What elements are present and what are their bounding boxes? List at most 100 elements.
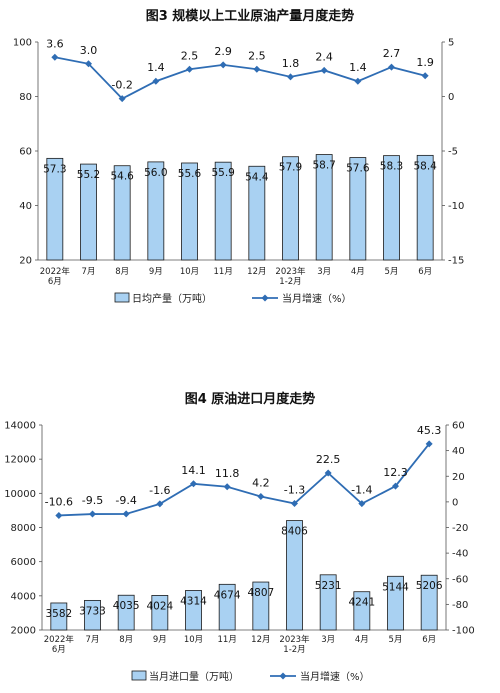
line-value-label: 45.3 — [417, 424, 442, 437]
bar — [214, 161, 232, 261]
bar — [113, 165, 131, 261]
x-tick-label: 3月 — [321, 635, 335, 645]
line-value-label: 1.8 — [282, 57, 300, 70]
bar-value-label: 4024 — [146, 600, 173, 612]
right-tick-label: -100 — [452, 626, 475, 637]
x-tick-label: 9月 — [149, 267, 163, 277]
line-value-label: 3.6 — [46, 37, 64, 50]
right-tick-label: -20 — [452, 523, 468, 534]
line-value-label: 2.9 — [214, 45, 232, 58]
line-value-label: -10.6 — [45, 495, 73, 508]
right-tick-label: -80 — [452, 600, 468, 611]
line-point — [122, 510, 130, 518]
x-tick-label: 5月 — [385, 267, 399, 277]
line-point — [392, 482, 399, 490]
line-value-label: 1.4 — [349, 61, 367, 74]
x-tick-label: 11月 — [214, 267, 233, 277]
bar-value-label: 5206 — [416, 580, 443, 592]
bar — [315, 154, 333, 261]
bar — [147, 161, 165, 261]
right-tick-label: -40 — [452, 549, 468, 560]
bar-value-label: 54.4 — [245, 171, 269, 183]
bar — [420, 574, 438, 631]
bar-value-label: 55.6 — [178, 168, 202, 180]
line-point — [253, 65, 261, 73]
x-tick-label: 10月 — [180, 267, 199, 277]
x-tick-label: 2022年 — [44, 634, 75, 645]
line-point — [287, 73, 294, 81]
bar — [218, 583, 236, 631]
line-value-label: 1.9 — [416, 56, 434, 69]
bar — [387, 575, 404, 631]
right-tick-label: -15 — [448, 256, 464, 267]
x-tick-label: 8月 — [119, 635, 133, 645]
bar-value-label: 58.7 — [312, 160, 335, 172]
line-value-label: 14.1 — [181, 464, 206, 477]
line-value-label: 3.0 — [80, 44, 98, 57]
bar-value-label: 54.6 — [110, 171, 134, 183]
bar-value-label: 4674 — [214, 589, 241, 601]
right-tick-label: -5 — [448, 147, 458, 158]
line-point — [358, 500, 366, 508]
bar — [282, 156, 299, 261]
left-tick-label: 100 — [13, 38, 32, 49]
left-tick-label: 14000 — [4, 421, 36, 432]
bar-value-label: 4314 — [180, 595, 207, 607]
line-point — [219, 61, 227, 69]
bar — [349, 157, 367, 261]
line-point — [118, 95, 126, 103]
line-value-label: 12.3 — [383, 466, 408, 479]
line-point — [388, 63, 395, 71]
x-tick-label: 2023年 — [279, 634, 310, 645]
x-tick-label: 6月 — [422, 635, 436, 645]
x-tick-label: 10月 — [184, 635, 203, 645]
line-value-label: 2.5 — [248, 49, 266, 62]
x-tick-label: 6月 — [418, 267, 432, 277]
line-point — [324, 469, 332, 477]
right-tick-label: 20 — [452, 472, 465, 483]
line-value-label: 11.8 — [215, 467, 240, 480]
bar-value-label: 57.6 — [346, 163, 370, 175]
legend-line-marker — [279, 672, 287, 680]
line-value-label: 22.5 — [316, 453, 341, 466]
bar-value-label: 4035 — [113, 600, 140, 612]
line-point — [425, 440, 433, 448]
line-value-label: -1.4 — [351, 484, 372, 497]
bar — [286, 520, 303, 631]
bar-value-label: 55.9 — [211, 167, 234, 179]
bar-value-label: 5144 — [382, 581, 409, 593]
legend: 日均产量（万吨） 当月增速（%） — [114, 292, 352, 305]
legend-line-label: 当月增速（%） — [300, 670, 370, 683]
bar — [181, 162, 198, 261]
line-point — [320, 66, 328, 74]
x-tick-label: 4月 — [351, 267, 365, 277]
bar-value-label: 55.2 — [77, 169, 100, 181]
line-value-label: -0.2 — [111, 79, 132, 92]
chart-title: 图3 规模以上工业原油产量月度走势 — [146, 8, 355, 24]
bar-value-label: 3582 — [45, 608, 72, 620]
x-tick-label: 6月 — [48, 277, 62, 287]
line-value-label: -1.3 — [284, 484, 305, 497]
left-tick-label: 4000 — [11, 591, 36, 602]
line-value-label: 2.5 — [181, 49, 199, 62]
line-value-label: 2.4 — [315, 50, 333, 63]
chart-crude-oil-imports: 图4 原油进口月度走势 2000 4000 6000 8000 10000 12000 14… — [4, 391, 475, 683]
legend-bar-label: 当月进口量（万吨） — [149, 670, 239, 683]
right-tick-label: 0 — [448, 92, 454, 103]
line-value-label: 4.2 — [252, 476, 270, 489]
chart-title: 图4 原油进口月度走势 — [185, 391, 316, 407]
bar — [383, 155, 400, 261]
line-point — [257, 492, 265, 500]
x-tick-label: 4月 — [355, 635, 369, 645]
left-tick-label: 80 — [19, 92, 32, 103]
bar-value-label: 3733 — [79, 605, 106, 617]
bar — [117, 594, 135, 631]
x-tick-label: 1-2月 — [283, 645, 305, 655]
x-tick-label: 8月 — [115, 267, 129, 277]
x-tick-label: 11月 — [218, 635, 237, 645]
bar-value-label: 4807 — [247, 587, 274, 599]
legend-bar-swatch — [131, 670, 147, 681]
left-tick-label: 40 — [19, 201, 32, 212]
growth-line — [54, 56, 426, 100]
